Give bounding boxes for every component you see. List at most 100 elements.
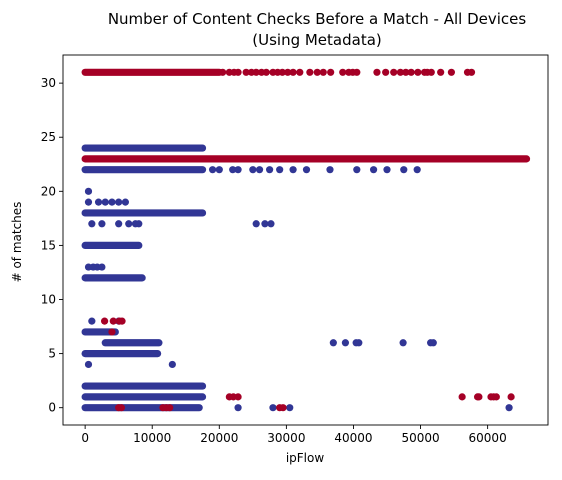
point-cluster bbox=[101, 339, 163, 347]
y-tick-label: 5 bbox=[48, 347, 56, 361]
axes: 0 10000 20000 30000 40000 50000 60000 0 5 10 15 20 2… bbox=[41, 54, 549, 445]
data-point bbox=[289, 68, 297, 76]
data-marks bbox=[81, 68, 531, 412]
data-point bbox=[507, 393, 515, 401]
chart-subtitle: (Using Metadata) bbox=[252, 31, 382, 49]
data-point bbox=[276, 166, 284, 174]
data-point bbox=[101, 198, 109, 206]
data-point bbox=[390, 68, 398, 76]
y-tick-label: 15 bbox=[41, 238, 56, 252]
data-point bbox=[383, 166, 391, 174]
point-cluster bbox=[81, 404, 203, 412]
data-point bbox=[329, 339, 337, 347]
point-cluster bbox=[81, 382, 207, 390]
data-point bbox=[327, 68, 335, 76]
x-tick-label: 40000 bbox=[334, 431, 372, 445]
data-point bbox=[109, 317, 117, 325]
point-cluster bbox=[81, 68, 223, 76]
data-point bbox=[266, 166, 274, 174]
point-cluster bbox=[81, 166, 207, 174]
data-point bbox=[302, 166, 311, 174]
data-point bbox=[88, 220, 96, 228]
data-point bbox=[369, 166, 378, 174]
data-point bbox=[166, 404, 174, 412]
data-point bbox=[355, 339, 363, 347]
data-point bbox=[284, 68, 292, 76]
x-tick-label: 20000 bbox=[200, 431, 238, 445]
data-point bbox=[115, 198, 123, 206]
data-point bbox=[234, 404, 242, 412]
x-axis-label: ipFlow bbox=[286, 451, 325, 465]
data-point bbox=[168, 360, 176, 369]
data-point bbox=[467, 68, 476, 76]
data-point bbox=[234, 393, 242, 401]
point-cluster bbox=[81, 144, 207, 152]
data-point bbox=[413, 166, 421, 174]
data-point bbox=[125, 220, 133, 228]
data-point bbox=[88, 317, 96, 325]
data-point bbox=[353, 166, 361, 174]
data-point bbox=[278, 68, 286, 76]
data-point bbox=[219, 68, 227, 76]
data-point bbox=[353, 68, 361, 76]
plot-frame bbox=[62, 54, 549, 426]
data-point bbox=[306, 68, 314, 76]
data-point bbox=[118, 317, 126, 325]
x-tick-label: 60000 bbox=[469, 431, 507, 445]
data-point bbox=[262, 68, 270, 76]
data-point bbox=[252, 220, 260, 228]
data-point bbox=[84, 360, 93, 369]
data-point bbox=[208, 166, 217, 174]
data-point bbox=[234, 166, 242, 174]
data-point bbox=[341, 339, 350, 347]
data-point bbox=[414, 68, 422, 76]
data-point bbox=[94, 198, 103, 206]
data-point bbox=[135, 220, 143, 228]
y-tick-label: 20 bbox=[41, 184, 56, 198]
point-cluster bbox=[81, 393, 207, 401]
data-point bbox=[319, 68, 327, 76]
data-point bbox=[326, 166, 334, 174]
data-point bbox=[84, 198, 93, 206]
point-cluster bbox=[81, 155, 531, 163]
data-point bbox=[234, 68, 242, 76]
point-cluster bbox=[81, 241, 143, 250]
data-point bbox=[267, 220, 275, 228]
data-point bbox=[261, 220, 269, 228]
data-point bbox=[396, 68, 405, 76]
data-point bbox=[382, 68, 390, 76]
point-cluster bbox=[81, 209, 207, 217]
data-point bbox=[339, 68, 347, 76]
data-point bbox=[400, 166, 408, 174]
data-point bbox=[242, 68, 250, 76]
data-point bbox=[505, 404, 513, 412]
x-tick-label: 30000 bbox=[267, 431, 305, 445]
data-point bbox=[402, 68, 410, 76]
data-point bbox=[373, 68, 381, 76]
data-point bbox=[289, 166, 297, 174]
x-tick-label: 0 bbox=[81, 431, 89, 445]
series-0 bbox=[81, 144, 513, 412]
data-point bbox=[269, 404, 277, 412]
data-point bbox=[215, 166, 223, 174]
data-point bbox=[115, 220, 123, 228]
data-point bbox=[407, 68, 415, 76]
data-point bbox=[108, 328, 116, 336]
data-point bbox=[492, 393, 500, 401]
data-point bbox=[458, 393, 466, 401]
data-point bbox=[121, 198, 129, 206]
data-point bbox=[98, 220, 106, 228]
y-tick-label: 10 bbox=[41, 293, 56, 307]
data-point bbox=[108, 198, 116, 206]
data-point bbox=[279, 404, 287, 412]
chart-title: Number of Content Checks Before a Match … bbox=[108, 10, 527, 28]
data-point bbox=[437, 68, 445, 76]
data-point bbox=[98, 263, 106, 271]
data-point bbox=[286, 404, 294, 412]
data-point bbox=[475, 393, 483, 401]
data-point bbox=[100, 317, 109, 325]
data-point bbox=[427, 68, 435, 76]
data-point bbox=[429, 339, 437, 347]
